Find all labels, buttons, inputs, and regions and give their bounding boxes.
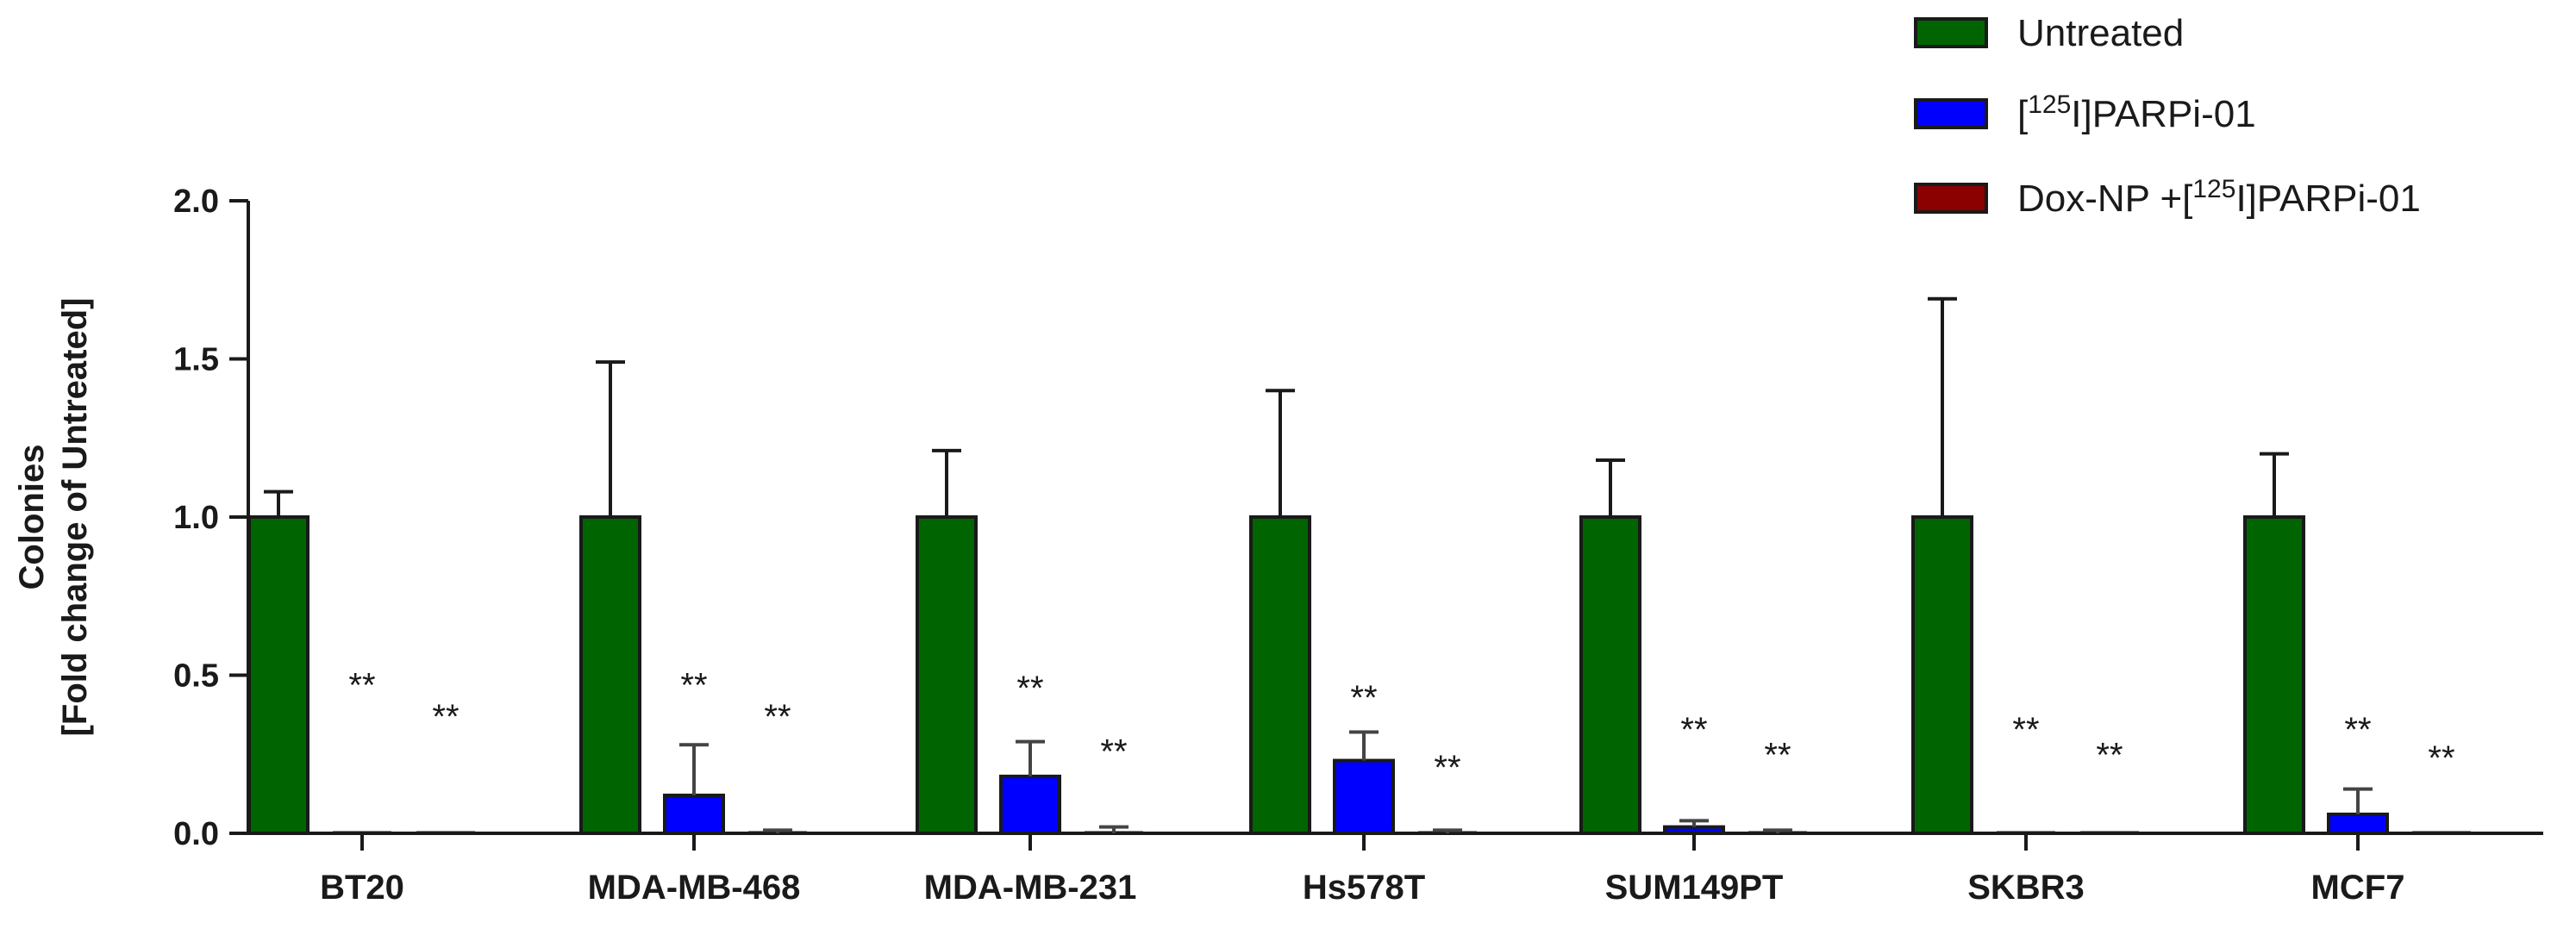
bar-hs578t-series0 [1249, 515, 1311, 835]
y-axis-title-line2: [Fold change of Untreated] [56, 298, 94, 737]
x-category-label-mda-mb-468: MDA-MB-468 [588, 869, 801, 907]
significance-marker-sum149pt-series1: ** [1680, 711, 1707, 749]
significance-marker-sum149pt-series2: ** [1764, 736, 1791, 774]
x-category-label-hs578t: Hs578T [1303, 869, 1425, 907]
legend-label-series2-post: I]PARPi-01 [2235, 178, 2420, 220]
legend-label-series1-pre: [ [2017, 93, 2028, 135]
y-axis-title-line1: Colonies [13, 445, 51, 590]
legend-swatch-series1 [1914, 98, 1988, 129]
significance-marker-hs578t-series1: ** [1350, 679, 1377, 717]
x-category-label-mda-mb-231: MDA-MB-231 [924, 869, 1137, 907]
y-tick-label: 0.5 [173, 658, 219, 695]
legend-label-series1-post: I]PARPi-01 [2071, 93, 2255, 135]
significance-marker-bt20-series1: ** [348, 667, 375, 705]
legend-label-series1-sup: 125 [2028, 90, 2071, 119]
bar-mda-mb-468-series0 [579, 515, 641, 835]
bar-mda-mb-231-series0 [916, 515, 978, 835]
bar-bt20-series0 [247, 515, 309, 835]
significance-marker-skbr3-series2: ** [2096, 736, 2123, 774]
y-tick-label: 2.0 [173, 184, 219, 220]
legend-swatch-series0 [1914, 17, 1988, 48]
y-tick-label: 1.0 [173, 500, 219, 536]
legend-label-series0: Untreated [2017, 12, 2184, 54]
bar-sum149pt-series1 [1663, 825, 1725, 835]
bar-mda-mb-468-series1 [663, 793, 725, 836]
significance-marker-mda-mb-468-series2: ** [764, 698, 791, 736]
significance-marker-mda-mb-468-series1: ** [680, 667, 707, 705]
y-tick-label: 1.5 [173, 342, 219, 378]
legend-label-series2-sup: 125 [2192, 175, 2235, 203]
significance-marker-hs578t-series2: ** [1434, 749, 1460, 787]
x-category-label-skbr3: SKBR3 [1967, 869, 2085, 907]
legend-label-series2-pre: Dox-NP +[ [2017, 178, 2192, 220]
significance-marker-mcf7-series1: ** [2344, 711, 2371, 749]
bar-sum149pt-series0 [1579, 515, 1641, 835]
significance-marker-skbr3-series1: ** [2012, 711, 2039, 749]
significance-marker-mda-mb-231-series2: ** [1100, 733, 1127, 771]
legend-label-series2: Dox-NP +[125I]PARPi-01 [2017, 175, 2421, 220]
x-category-label-mcf7: MCF7 [2311, 869, 2405, 907]
x-category-label-bt20: BT20 [320, 869, 404, 907]
bar-mda-mb-231-series1 [999, 774, 1061, 835]
significance-marker-mda-mb-231-series1: ** [1016, 670, 1043, 707]
y-tick-label: 0.0 [173, 816, 219, 852]
bar-skbr3-series0 [1911, 515, 1973, 835]
bar-hs578t-series1 [1333, 758, 1395, 836]
bar-mcf7-series1 [2327, 812, 2389, 835]
legend-swatch-series2 [1914, 183, 1988, 214]
legend-label-series1: [125I]PARPi-01 [2017, 90, 2256, 135]
bar-mcf7-series0 [2243, 515, 2305, 835]
significance-marker-mcf7-series2: ** [2428, 739, 2454, 777]
significance-marker-bt20-series2: ** [432, 698, 459, 736]
x-category-label-sum149pt: SUM149PT [1605, 869, 1784, 907]
